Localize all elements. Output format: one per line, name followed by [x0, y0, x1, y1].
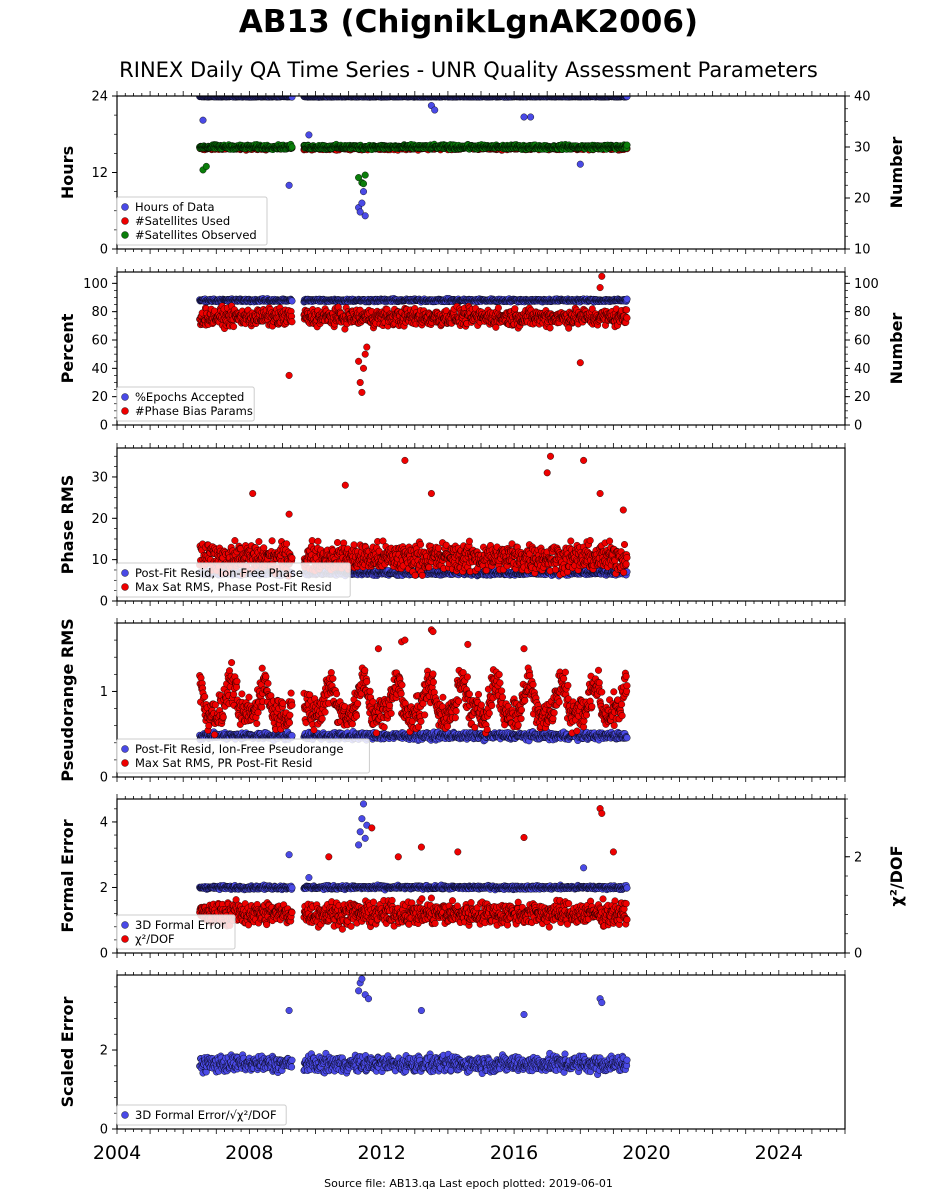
outlier-point: [360, 188, 368, 196]
y-axis-label: Hours: [58, 146, 77, 199]
series-1-points: [196, 295, 631, 306]
outlier-point: [358, 199, 366, 207]
data-point: [288, 297, 296, 305]
data-point: [230, 323, 238, 331]
y-tick-label: 0: [100, 243, 108, 258]
outlier-point: [305, 131, 313, 139]
y-right-tick-label: 10: [854, 243, 871, 258]
data-point: [288, 318, 296, 326]
chart-title: AB13 (ChignikLgnAK2006): [238, 4, 699, 40]
outlier-point: [285, 181, 293, 189]
legend-box: [116, 196, 268, 246]
chart-subtitle: RINEX Daily QA Time Series - UNR Quality…: [119, 58, 818, 82]
legend-label: #Satellites Observed: [135, 228, 257, 242]
data-point: [288, 143, 296, 151]
outlier-point: [355, 174, 363, 182]
y-right-axis-label: Number: [887, 137, 906, 209]
outlier-point: [527, 113, 535, 121]
legend-marker: [121, 203, 129, 211]
y-tick-label: 24: [91, 90, 108, 105]
points-panel-1: [196, 96, 631, 220]
y-right-tick-label: 20: [854, 192, 871, 207]
data-point: [494, 304, 502, 312]
outlier-point: [431, 106, 439, 114]
data-point: [623, 295, 631, 303]
outlier-point: [361, 212, 369, 220]
legend: Hours of Data#Satellites Used#Satellites…: [116, 196, 268, 246]
legend-label: #Satellites Used: [135, 214, 230, 228]
outlier-point: [520, 113, 528, 121]
legend-marker: [121, 231, 129, 239]
legend-marker: [121, 217, 129, 225]
outlier-point: [199, 116, 207, 124]
outlier-point: [360, 180, 368, 188]
outlier-point: [361, 171, 369, 179]
data-point: [288, 96, 296, 101]
legend-label: Hours of Data: [135, 200, 215, 214]
y-tick-label: 12: [91, 166, 108, 181]
outlier-point: [356, 208, 364, 216]
outlier-point: [202, 162, 210, 170]
data-point: [623, 141, 631, 149]
panel-2: 020406080100020406080100NumberPercent%Ep…: [58, 267, 906, 434]
points-panel-2: [196, 272, 631, 396]
y-right-tick-label: 30: [854, 141, 871, 156]
outlier-point: [576, 160, 584, 168]
y-right-tick-label: 40: [854, 90, 871, 105]
series-2-points: [196, 272, 631, 396]
series-3-points: [196, 140, 631, 188]
